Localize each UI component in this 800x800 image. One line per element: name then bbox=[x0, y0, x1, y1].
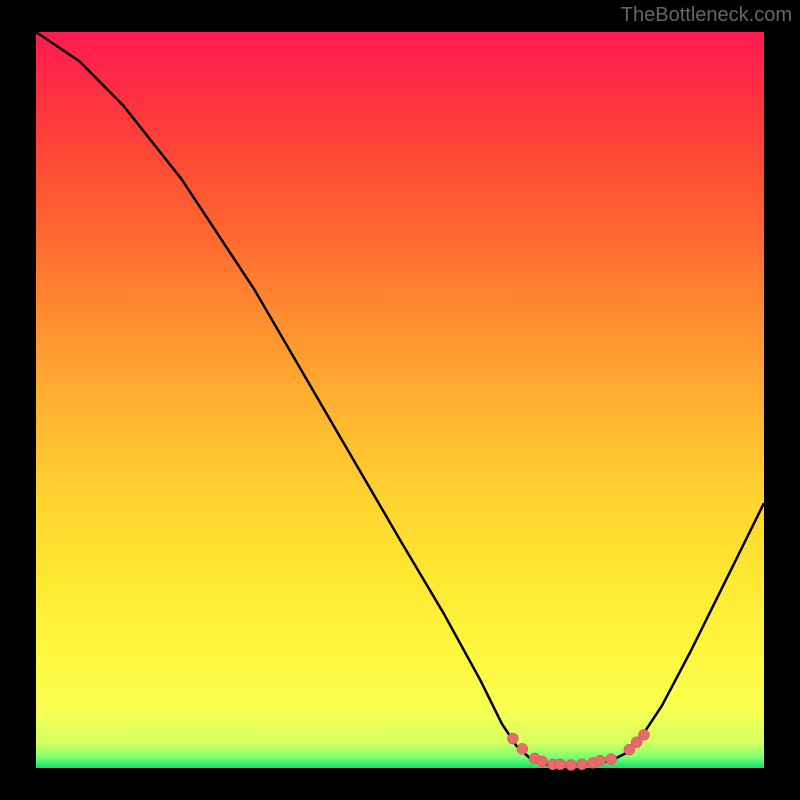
watermark-text: TheBottleneck.com bbox=[621, 4, 792, 27]
data-marker bbox=[577, 759, 588, 770]
bottleneck-chart bbox=[0, 0, 800, 800]
data-marker bbox=[517, 743, 528, 754]
data-marker bbox=[507, 733, 518, 744]
data-marker bbox=[595, 755, 606, 766]
data-marker bbox=[606, 754, 617, 765]
figure-container: TheBottleneck.com bbox=[0, 0, 800, 800]
data-marker bbox=[566, 760, 577, 771]
data-marker bbox=[536, 756, 547, 767]
data-marker bbox=[555, 759, 566, 770]
plot-background bbox=[36, 32, 764, 768]
data-marker bbox=[638, 729, 649, 740]
